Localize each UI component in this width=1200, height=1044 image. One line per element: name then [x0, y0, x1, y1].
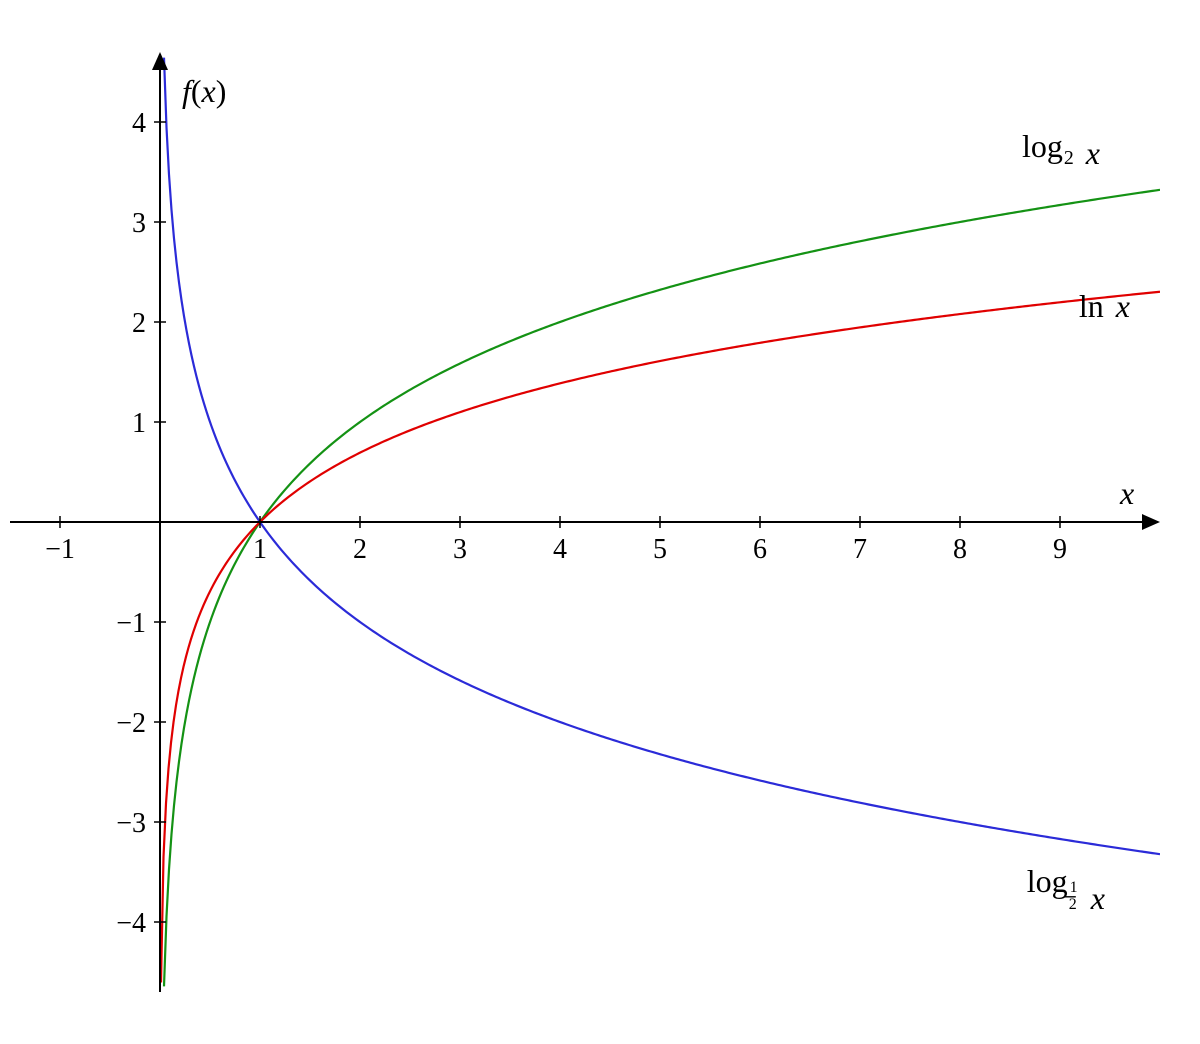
- x-tick-label: 4: [553, 534, 567, 565]
- y-tick-label: 2: [132, 308, 146, 339]
- chart-svg: −1 1 2 3 4 5 6 7 8 9 −4 −3 −2 −1 1 2 3 4 x f(x) log2 x ln x lo…: [0, 0, 1200, 1044]
- y-tick-label: 4: [132, 108, 146, 139]
- y-axis-label: f(x): [182, 73, 226, 109]
- x-tick-label: 2: [353, 534, 367, 565]
- y-tick-label: −4: [116, 908, 146, 939]
- y-tick-label: −2: [116, 708, 146, 739]
- y-tick-label: −3: [116, 808, 146, 839]
- series-label-log_half: log12 x: [1027, 863, 1105, 916]
- series-label-ln: ln x: [1079, 288, 1130, 324]
- y-axis-arrow: [152, 52, 168, 70]
- x-tick-label: 5: [653, 534, 667, 565]
- y-tick-label: 3: [132, 208, 146, 239]
- x-tick-label: −1: [45, 534, 75, 565]
- curve-log_half: [164, 58, 1160, 855]
- logarithm-chart: −1 1 2 3 4 5 6 7 8 9 −4 −3 −2 −1 1 2 3 4 x f(x) log2 x ln x lo…: [0, 0, 1200, 1044]
- x-tick-label: 7: [853, 534, 867, 565]
- series-label-log2: log2 x: [1022, 128, 1100, 171]
- x-tick-label: 6: [753, 534, 767, 565]
- x-tick-label: 8: [953, 534, 967, 565]
- x-tick-label: 1: [253, 534, 267, 565]
- x-tick-label: 3: [453, 534, 467, 565]
- curve-log2: [164, 190, 1160, 987]
- y-tick-label: 1: [132, 408, 146, 439]
- curve-ln: [161, 292, 1160, 983]
- x-axis-label: x: [1119, 475, 1134, 511]
- y-tick-label: −1: [116, 608, 146, 639]
- x-axis-arrow: [1142, 514, 1160, 530]
- x-tick-label: 9: [1053, 534, 1067, 565]
